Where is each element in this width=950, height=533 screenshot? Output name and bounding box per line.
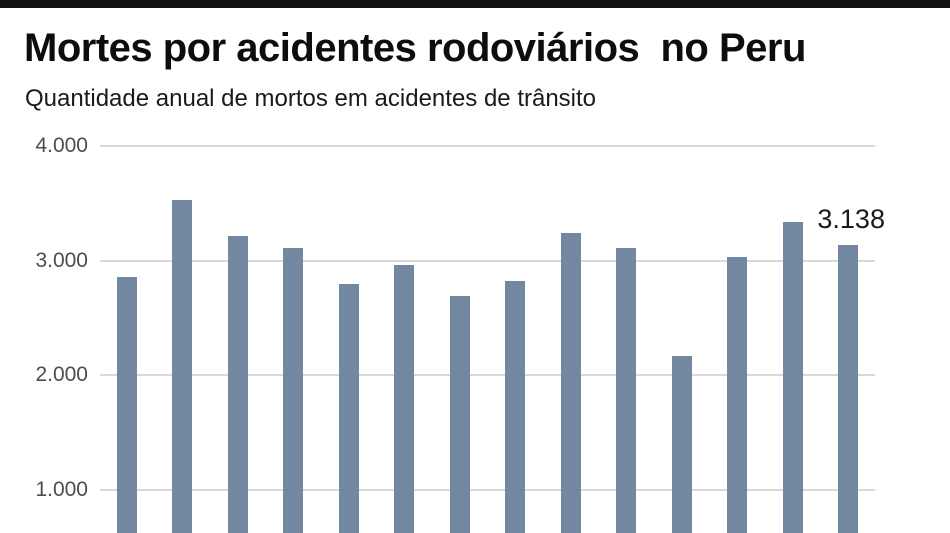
bar-14 <box>838 244 859 533</box>
y-tick-label: 1.000 <box>35 478 88 502</box>
bar-6 <box>394 264 415 533</box>
bar-10 <box>616 248 637 533</box>
bar-3 <box>227 235 248 533</box>
bar-1 <box>116 277 137 533</box>
bar-4 <box>283 247 304 533</box>
y-tick-label: 2.000 <box>35 363 88 387</box>
bar-7 <box>449 295 470 533</box>
last-bar-value-label: 3.138 <box>817 203 885 234</box>
bar-5 <box>338 283 359 533</box>
bar-8 <box>505 280 526 533</box>
gridline-3000 <box>100 259 875 262</box>
top-accent-bar <box>0 0 950 8</box>
bar-13 <box>782 222 803 533</box>
bar-chart: 4.000 3.000 2.000 1.000 3.138 <box>0 130 950 533</box>
y-tick-label: 3.000 <box>35 248 88 272</box>
bar-2 <box>172 199 193 533</box>
gridline-4000 <box>100 145 875 148</box>
bar-12 <box>727 256 748 533</box>
chart-title: Mortes por acidentes rodoviários no Peru <box>24 26 806 70</box>
gridline-1000 <box>100 489 875 492</box>
bar-9 <box>560 232 581 533</box>
bar-11 <box>671 355 692 533</box>
gridline-2000 <box>100 374 875 377</box>
y-tick-label: 4.000 <box>35 134 88 158</box>
chart-subtitle: Quantidade anual de mortos em acidentes … <box>25 85 597 112</box>
